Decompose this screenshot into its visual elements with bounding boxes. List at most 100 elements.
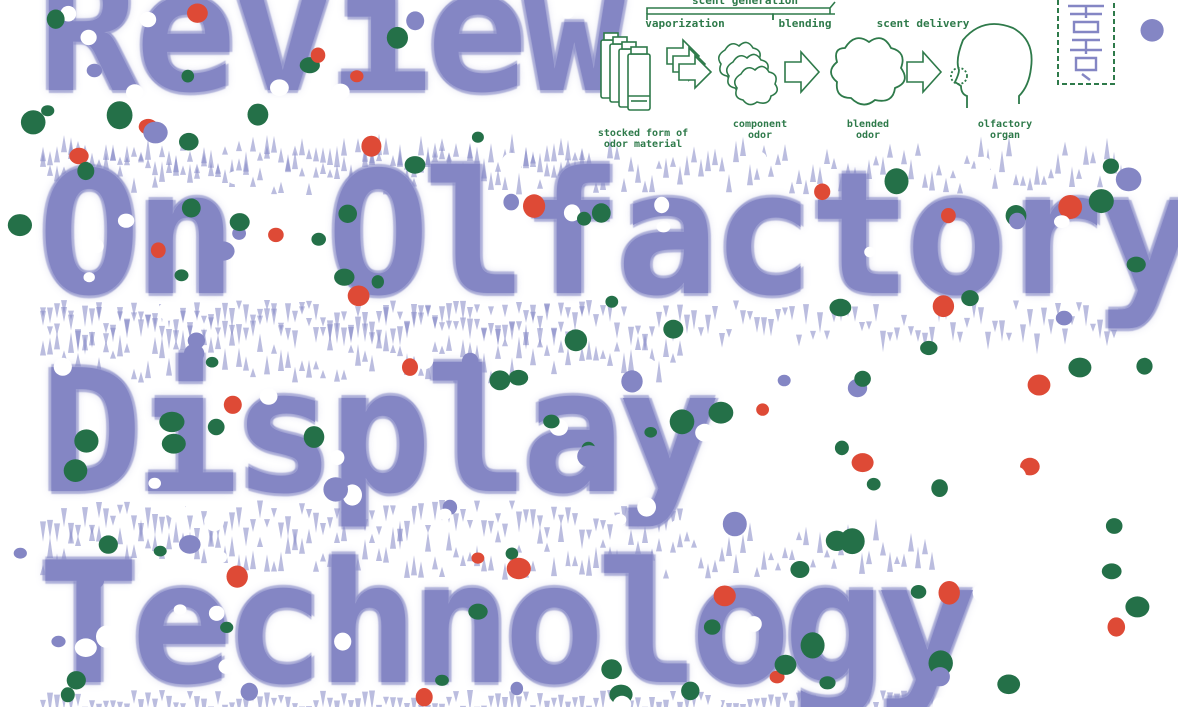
spike-shape: [558, 521, 564, 543]
spike-shape: [922, 173, 928, 188]
spike-shape: [152, 318, 158, 333]
spike-shape: [488, 306, 494, 316]
spike-shape: [341, 137, 347, 156]
spike-shape: [1083, 305, 1089, 327]
spike-shape: [453, 547, 459, 558]
spike-shape: [1027, 309, 1033, 328]
spike-shape: [572, 151, 578, 161]
spike-shape: [943, 177, 949, 193]
spike-shape: [411, 304, 417, 326]
spike-shape: [495, 693, 501, 707]
spike-shape: [572, 513, 578, 527]
spike-shape: [677, 532, 683, 548]
spike-shape: [817, 531, 823, 553]
spike-shape: [208, 526, 214, 547]
spike-shape: [698, 327, 704, 337]
spike-shape: [565, 507, 571, 524]
spike-shape: [264, 308, 270, 324]
spike-shape: [782, 692, 788, 703]
spike-shape: [516, 172, 522, 195]
spike-shape: [152, 175, 158, 188]
spike-shape: [285, 327, 291, 341]
spike-shape: [236, 300, 242, 310]
spike-shape: [159, 690, 165, 702]
spike-shape: [873, 518, 879, 541]
spike-shape: [600, 520, 606, 531]
spike-shape: [383, 174, 389, 195]
spike-shape: [222, 302, 228, 322]
spike-shape: [250, 320, 256, 337]
spike-shape: [117, 156, 123, 165]
spike-shape: [201, 548, 207, 564]
spike-shape: [796, 334, 802, 347]
spike-shape: [411, 177, 417, 187]
spike-shape: [271, 344, 277, 354]
spike-shape: [222, 704, 228, 707]
spike-shape: [390, 170, 396, 184]
spike-shape: [117, 701, 123, 707]
spike-shape: [355, 138, 361, 153]
spike-shape: [859, 552, 865, 574]
spike-shape: [313, 147, 319, 162]
spike-shape: [152, 698, 158, 707]
spike-shape: [257, 315, 263, 325]
spike-shape: [600, 172, 606, 190]
spike-shape: [306, 528, 312, 544]
spike-shape: [929, 551, 935, 570]
spike-shape: [747, 311, 753, 321]
spike-shape: [467, 318, 473, 340]
spike-shape: [397, 150, 403, 167]
spike-shape: [684, 314, 690, 334]
spike-shape: [75, 693, 81, 707]
spike-shape: [502, 562, 508, 580]
spike-shape: [712, 306, 718, 321]
spike-shape: [684, 155, 690, 176]
spike-shape: [404, 703, 410, 707]
spike-shape: [607, 136, 613, 159]
spike-shape: [404, 560, 410, 578]
spike-shape: [222, 320, 228, 339]
spike-shape: [558, 694, 564, 707]
spike-shape: [719, 156, 725, 172]
spike-shape: [341, 327, 347, 347]
spike-shape: [327, 147, 333, 165]
spike-shape: [621, 306, 627, 317]
spike-shape: [999, 150, 1005, 173]
spike-shape: [89, 308, 95, 326]
spike-shape: [320, 369, 326, 379]
spike-shape: [236, 347, 242, 367]
spike-shape: [915, 142, 921, 156]
spike-shape: [1020, 175, 1026, 186]
spike-shape: [306, 509, 312, 519]
spike-shape: [558, 514, 564, 525]
spike-shape: [628, 156, 634, 172]
spike-shape: [474, 500, 480, 513]
spike-shape: [551, 328, 557, 339]
spike-shape: [439, 138, 445, 151]
spike-shape: [600, 349, 606, 359]
spike-shape: [663, 338, 669, 358]
spike-shape: [110, 144, 116, 161]
spike-shape: [663, 699, 669, 707]
spike-shape: [334, 145, 340, 168]
spike-shape: [257, 151, 263, 161]
spike-shape: [173, 155, 179, 173]
spike-shape: [110, 560, 116, 577]
spike-shape: [173, 330, 179, 345]
spike-shape: [341, 693, 347, 707]
spike-shape: [887, 143, 893, 158]
spike-shape: [467, 690, 473, 707]
blended-odor-icon: [830, 37, 906, 106]
spike-shape: [159, 325, 165, 339]
spike-shape: [138, 151, 144, 161]
spike-shape: [96, 356, 102, 374]
spike-shape: [495, 161, 501, 172]
spike-shape: [292, 310, 298, 323]
spike-shape: [187, 515, 193, 531]
spike-shape: [565, 307, 571, 319]
spike-shape: [390, 300, 396, 314]
spike-shape: [61, 300, 67, 315]
spike-shape: [40, 146, 46, 162]
spike-shape: [1034, 165, 1040, 185]
spike-shape: [642, 334, 648, 351]
